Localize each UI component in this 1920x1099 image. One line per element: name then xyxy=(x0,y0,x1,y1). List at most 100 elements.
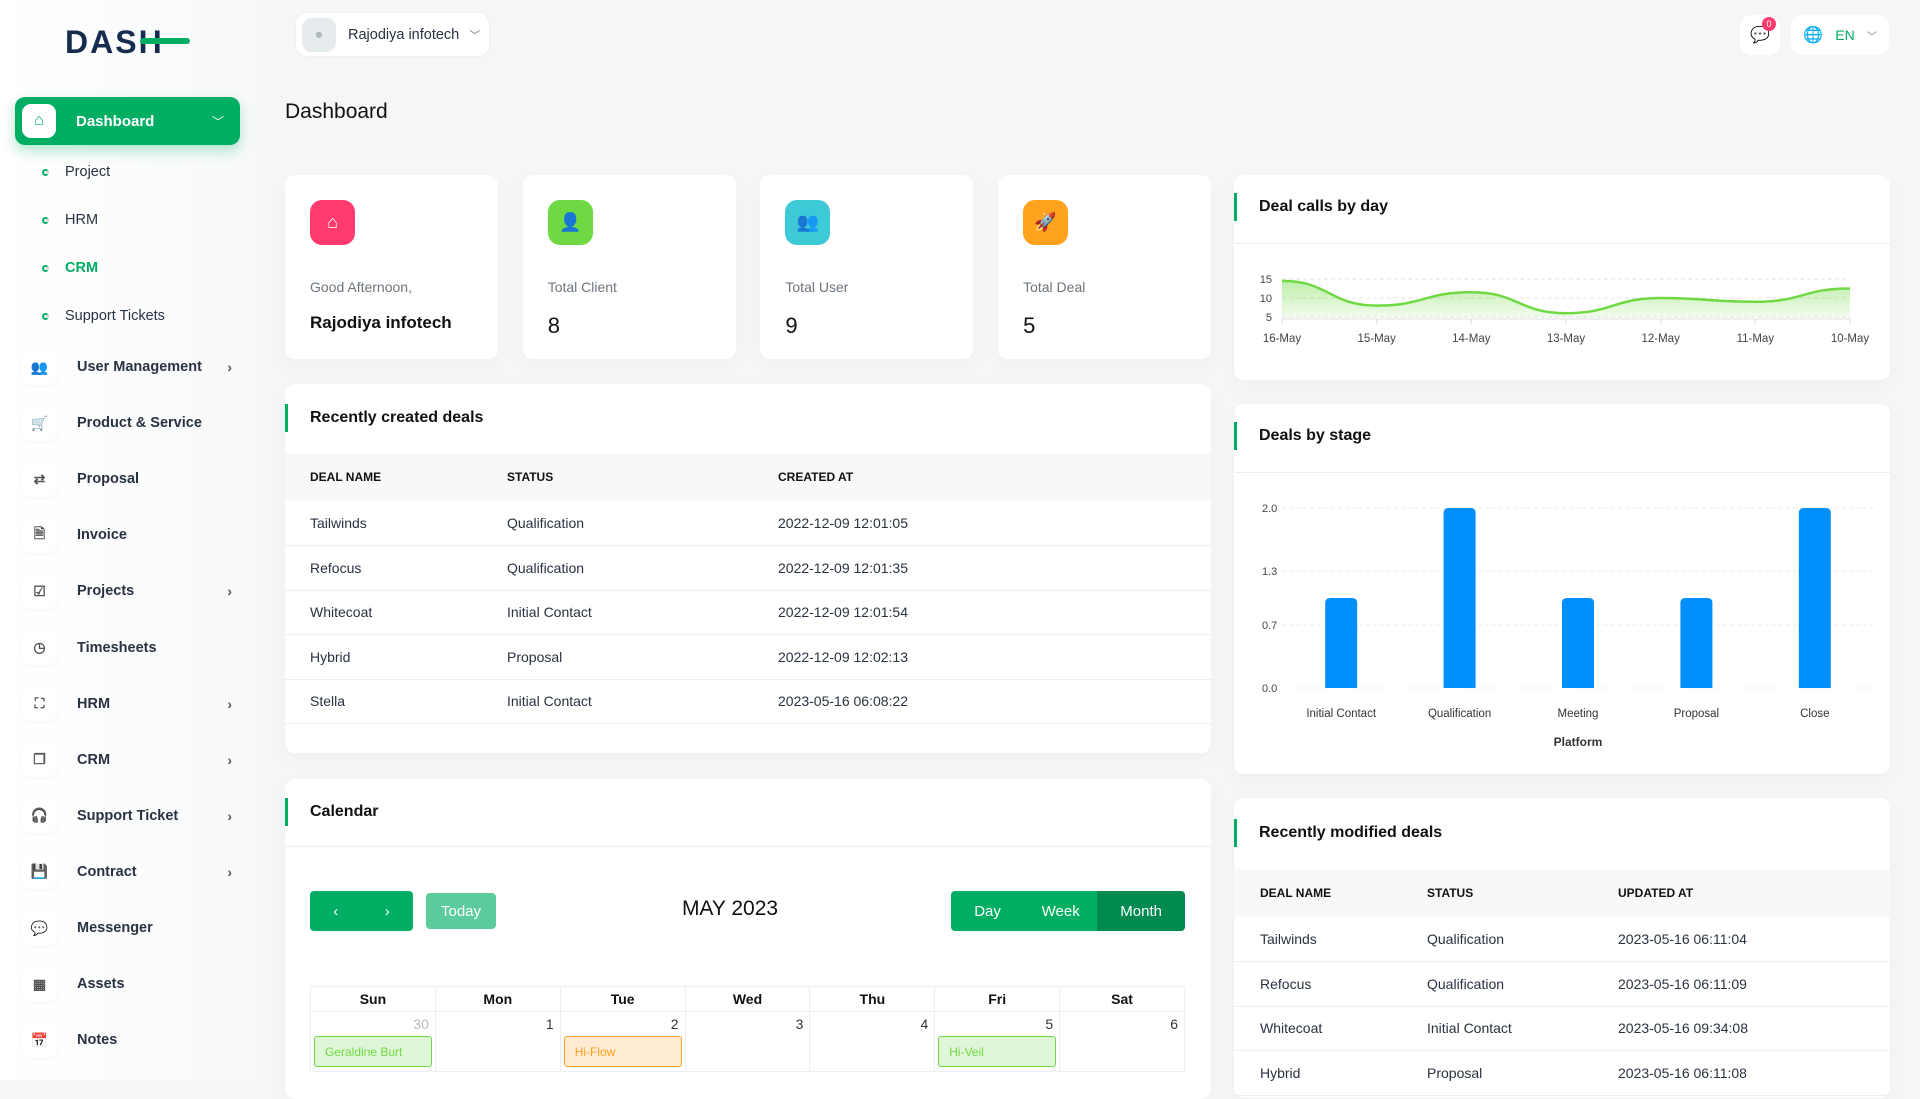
message-icon: 💬 xyxy=(1750,27,1770,44)
sidebar-subitem[interactable]: Project xyxy=(42,164,110,180)
y-tick-label: 5 xyxy=(1266,312,1272,324)
column-header: STATUS xyxy=(507,453,778,501)
chevron-down-icon: ﹀ xyxy=(1866,31,1877,43)
calendar-day[interactable]: 2 Hi-Flow xyxy=(559,1011,686,1072)
sidebar-item[interactable]: ◷ Timesheets xyxy=(22,629,232,667)
layers-icon: ❐ xyxy=(22,742,57,778)
stat-label: Good Afternoon, xyxy=(310,279,412,295)
x-tick-label: 11-May xyxy=(1737,333,1775,345)
day-number: 30 xyxy=(413,1016,429,1032)
messages-button[interactable]: 💬 0 xyxy=(1740,15,1780,55)
card-title: Recently created deals xyxy=(285,404,483,432)
sidebar-item-label: Product & Service xyxy=(77,415,202,432)
x-tick-label: Close xyxy=(1800,708,1829,720)
today-button[interactable]: Today xyxy=(426,893,496,929)
view-week-button[interactable]: Week xyxy=(1024,891,1098,931)
calendar-nav: ‹ › xyxy=(310,891,413,931)
headphones-icon: 🎧 xyxy=(22,798,57,834)
calendar-day[interactable]: 6 xyxy=(1059,1011,1185,1072)
sidebar-item[interactable]: ☑ Projects › xyxy=(22,572,232,610)
table-row[interactable]: Whitecoat Initial Contact 2023-05-16 09:34… xyxy=(1234,1006,1890,1051)
weekday-header: Tue xyxy=(559,986,686,1012)
table-row[interactable]: Hybrid Proposal 2023-05-16 06:11:08 xyxy=(1234,1050,1890,1096)
page-title: Dashboard xyxy=(285,100,388,123)
chevron-down-icon: ﹀ xyxy=(469,29,481,42)
sidebar-item-label: Notes xyxy=(77,1032,118,1049)
stat-card: ⌂ Good Afternoon, Rajodiya infotech xyxy=(285,175,498,359)
calendar-event[interactable]: Geraldine Burt xyxy=(314,1036,432,1067)
table-row[interactable]: Stella Initial Contact 2023-05-16 06:08:22 xyxy=(285,679,1211,724)
table-row[interactable]: Hybrid Proposal 2022-12-09 12:02:13 xyxy=(285,634,1211,680)
calendar-day[interactable]: 5 Hi-Veil xyxy=(934,1011,1061,1072)
table-row[interactable]: Refocus Qualification 2023-05-16 06:11:09 xyxy=(1234,961,1890,1007)
sidebar-item[interactable]: 🛒 Product & Service xyxy=(22,404,232,442)
sidebar-subitem[interactable]: Support Tickets xyxy=(42,308,165,324)
sidebar-subitem[interactable]: HRM xyxy=(42,212,98,228)
sidebar-item[interactable]: ❐ CRM › xyxy=(22,741,232,779)
sidebar-item[interactable]: ⇄ Proposal xyxy=(22,460,232,498)
stat-card: 🚀 Total Deal 5 xyxy=(998,175,1212,359)
x-tick-label: 12-May xyxy=(1641,333,1680,345)
column-header: DEAL NAME xyxy=(1234,869,1427,917)
table-row[interactable]: Tailwinds Qualification 2022-12-09 12:01:0… xyxy=(285,501,1211,546)
table-cell: Proposal xyxy=(507,634,778,680)
sidebar-item[interactable]: 💬 Messenger xyxy=(22,909,232,947)
sidebar-subitem[interactable]: CRM xyxy=(42,260,98,276)
sidebar-item[interactable]: ▦ Assets xyxy=(22,965,232,1003)
stat-label: Total Deal xyxy=(1023,279,1086,295)
sidebar-item[interactable]: 👥 User Management › xyxy=(22,348,232,386)
next-button[interactable]: › xyxy=(384,902,390,920)
chevron-right-icon: › xyxy=(227,863,232,880)
table-cell: Qualification xyxy=(507,545,778,591)
calendar-day[interactable]: 1 xyxy=(434,1011,561,1072)
language-selector[interactable]: 🌐 EN ﹀ xyxy=(1791,15,1889,55)
sidebar-item[interactable]: 📅 Notes xyxy=(22,1021,232,1059)
calendar-day[interactable]: 3 xyxy=(684,1011,811,1072)
view-month-button[interactable]: Month xyxy=(1097,891,1185,931)
recently-created-deals-table: DEAL NAME STATUS CREATED AT Tailwinds Qualif… xyxy=(285,453,1211,724)
table-cell: Initial Contact xyxy=(1427,1006,1618,1051)
calendar-event[interactable]: Hi-Flow xyxy=(563,1036,682,1067)
sidebar-item[interactable]: 💾 Contract › xyxy=(22,853,232,891)
y-tick-label: 1.3 xyxy=(1262,566,1277,578)
sidebar-item-dashboard[interactable]: ⌂ Dashboard ﹀ xyxy=(15,97,240,145)
prev-button[interactable]: ‹ xyxy=(333,902,339,920)
x-tick-label: 13-May xyxy=(1547,333,1586,345)
table-row[interactable]: Tailwinds Qualification 2023-05-16 06:11:0… xyxy=(1234,917,1890,962)
day-number: 6 xyxy=(1170,1016,1178,1032)
table-cell: Whitecoat xyxy=(1234,1006,1427,1051)
calendar-day[interactable]: 4 xyxy=(809,1011,936,1072)
table-cell: Hybrid xyxy=(285,634,507,680)
table-row[interactable]: Refocus Qualification 2022-12-09 12:01:35 xyxy=(285,545,1211,591)
table-row[interactable]: Whitecoat Initial Contact 2022-12-09 12:01… xyxy=(285,590,1211,635)
user-focus-icon: ⛶ xyxy=(22,686,57,722)
chevron-right-icon: › xyxy=(227,807,232,824)
bar xyxy=(1562,598,1594,688)
column-header: CREATED AT xyxy=(778,453,1211,501)
bar xyxy=(1798,508,1831,688)
globe-icon: 🌐 xyxy=(1803,27,1824,44)
bullet-icon xyxy=(42,216,49,224)
y-tick-label: 10 xyxy=(1260,293,1272,305)
sidebar-item[interactable]: ⛶ HRM › xyxy=(22,685,232,723)
sidebar: DASH ⌂ Dashboard ﹀ Project HRM CRM Support … xyxy=(0,0,255,1080)
weekday-header: Mon xyxy=(434,986,561,1012)
x-tick-label: Meeting xyxy=(1558,708,1599,720)
column-header: STATUS xyxy=(1427,869,1618,917)
table-cell: Proposal xyxy=(1427,1050,1618,1096)
stat-label: Total User xyxy=(785,279,849,295)
calendar-day[interactable]: 30 Geraldine Burt xyxy=(310,1011,436,1072)
x-tick-label: 10-May xyxy=(1831,333,1870,345)
table-cell: 2023-05-16 06:08:22 xyxy=(778,679,1211,724)
view-day-button[interactable]: Day xyxy=(951,891,1025,931)
table-cell: 2022-12-09 12:01:35 xyxy=(778,545,1211,591)
sidebar-item[interactable]: 🗎 Invoice xyxy=(22,516,232,554)
user-menu[interactable]: ● Rajodiya infotech ﹀ xyxy=(295,12,490,57)
weekday-header: Sat xyxy=(1059,986,1185,1012)
language-label: EN xyxy=(1835,27,1855,43)
sidebar-item[interactable]: 🎧 Support Ticket › xyxy=(22,797,232,835)
y-tick-label: 2.0 xyxy=(1262,503,1277,515)
sidebar-item-label: User Management xyxy=(77,359,202,375)
calendar-event[interactable]: Hi-Veil xyxy=(938,1036,1057,1067)
bullet-icon xyxy=(42,168,49,176)
